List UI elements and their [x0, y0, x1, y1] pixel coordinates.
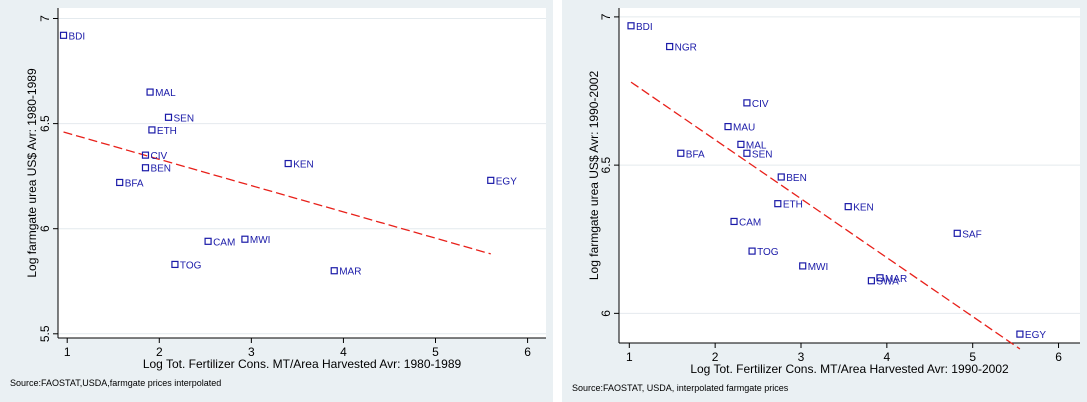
point-label-ben: BEN [150, 164, 171, 175]
point-marker-ben [141, 164, 150, 172]
point-marker-mal [146, 88, 154, 96]
y-axis-title: Log farmgate urea US$ Avr: 1980-1989 [25, 68, 39, 278]
point-label-mal: MAL [746, 140, 767, 151]
point-marker-mau [724, 122, 732, 131]
y-axis-title: Log farmgate urea US$ Avr: 1990-2002 [587, 71, 601, 281]
point-marker-egy [1016, 330, 1024, 338]
x-tick-label: 2 [156, 345, 163, 359]
x-axis-title: Log Tot. Fertilizer Cons. MT/Area Harves… [143, 357, 462, 371]
point-marker-bfa [116, 178, 124, 187]
x-tick-label: 4 [340, 345, 347, 359]
point-label-mau: MAU [733, 123, 755, 134]
plot-area [58, 8, 546, 338]
point-label-cam: CAM [739, 217, 761, 228]
point-label-mar: MAR [885, 274, 907, 285]
point-label-bdi: BDI [636, 22, 653, 33]
point-label-egy: EGY [496, 176, 517, 187]
point-marker-bfa [677, 149, 685, 157]
point-label-tog: TOG [757, 247, 779, 258]
point-marker-tog [171, 260, 179, 269]
point-label-civ: CIV [150, 151, 167, 162]
x-tick-label: 3 [248, 345, 255, 359]
scatter-chart-left: 5.5 6 6.5 7 1 2 3 4 5 6 BDI MAL SEN ETH CIV BEN BFA KEN EG… [0, 0, 553, 402]
point-marker-ken [284, 159, 292, 168]
point-marker-mwi [799, 262, 807, 270]
point-label-ken: KEN [853, 203, 874, 214]
x-tick-label: 1 [64, 345, 71, 359]
point-label-bdi: BDI [69, 31, 86, 42]
point-label-eth: ETH [157, 126, 177, 137]
point-label-mal: MAL [155, 88, 176, 99]
point-label-mwi: MWI [250, 235, 271, 246]
point-label-cam: CAM [213, 237, 235, 248]
point-marker-sen [743, 149, 751, 157]
point-label-ngr: NGR [675, 43, 697, 54]
x-axis-title: Log Tot. Fertilizer Cons. MT/Area Harves… [690, 362, 1009, 376]
point-marker-egy [487, 176, 495, 184]
x-tick-label: 6 [524, 345, 531, 359]
chart-panel-right: 6 6.5 7 1 2 3 4 5 6 BDI NGR CIV MAU MAL SEN BFA BEN ETH KE… [562, 0, 1087, 402]
point-marker-ken [844, 203, 852, 211]
fit-line [63, 131, 491, 255]
point-marker-civ [743, 99, 751, 107]
y-tick-label: 5.5 [38, 325, 52, 342]
point-label-eth: ETH [783, 200, 803, 211]
y-tick-label: 6.5 [38, 115, 52, 132]
point-label-saf: SAF [962, 229, 981, 240]
x-tick-label: 2 [712, 350, 719, 364]
y-tick-label: 7 [38, 15, 52, 22]
point-marker-mar [330, 267, 338, 275]
point-marker-saf [953, 229, 961, 237]
y-tick-label: 6 [38, 225, 52, 232]
x-tick-label: 5 [432, 345, 439, 359]
x-tick-label: 5 [969, 350, 976, 364]
point-marker-eth [148, 126, 156, 134]
point-marker-eth [774, 200, 782, 208]
x-tick-label: 3 [798, 350, 805, 364]
x-tick-label: 4 [883, 350, 890, 364]
point-label-swa: SWA [876, 277, 899, 288]
point-label-bfa: BFA [125, 178, 144, 189]
point-marker-mar [876, 274, 884, 282]
point-marker-cam [730, 217, 738, 226]
y-tick-label: 6 [599, 310, 613, 317]
source-note: Source:FAOSTAT,USDA,farmgate prices inte… [10, 378, 221, 388]
point-marker-mwi [241, 235, 249, 243]
point-label-mwi: MWI [808, 262, 829, 273]
point-marker-tog [748, 247, 756, 255]
point-marker-bdi [627, 22, 635, 30]
point-marker-mal [737, 140, 745, 148]
x-tick-label: 6 [1055, 350, 1062, 364]
point-label-sen: SEN [752, 149, 773, 160]
plot-area [619, 8, 1080, 343]
fit-line [630, 81, 1021, 350]
point-label-civ: CIV [752, 99, 769, 110]
point-label-tog: TOG [180, 260, 202, 271]
point-label-mar: MAR [339, 267, 361, 278]
point-label-egy: EGY [1025, 330, 1046, 341]
chart-panel-left: 5.5 6 6.5 7 1 2 3 4 5 6 BDI MAL SEN ETH CIV BEN BFA KEN EG… [0, 0, 553, 402]
point-marker-cam [204, 237, 212, 245]
point-label-bfa: BFA [686, 149, 705, 160]
point-marker-ngr [666, 42, 674, 51]
point-label-ben: BEN [786, 173, 807, 184]
point-label-sen: SEN [173, 113, 194, 124]
y-tick-label: 6.5 [599, 156, 613, 173]
point-label-ken: KEN [293, 160, 314, 171]
point-marker-sen [164, 113, 173, 121]
y-tick-label: 7 [599, 13, 613, 20]
x-tick-label: 1 [626, 350, 633, 364]
point-marker-swa [867, 277, 875, 285]
point-marker-ben [777, 173, 785, 181]
point-marker-civ [141, 151, 150, 159]
point-marker-bdi [59, 31, 68, 39]
source-note: Source:FAOSTAT, USDA, interpolated farmg… [572, 383, 789, 393]
